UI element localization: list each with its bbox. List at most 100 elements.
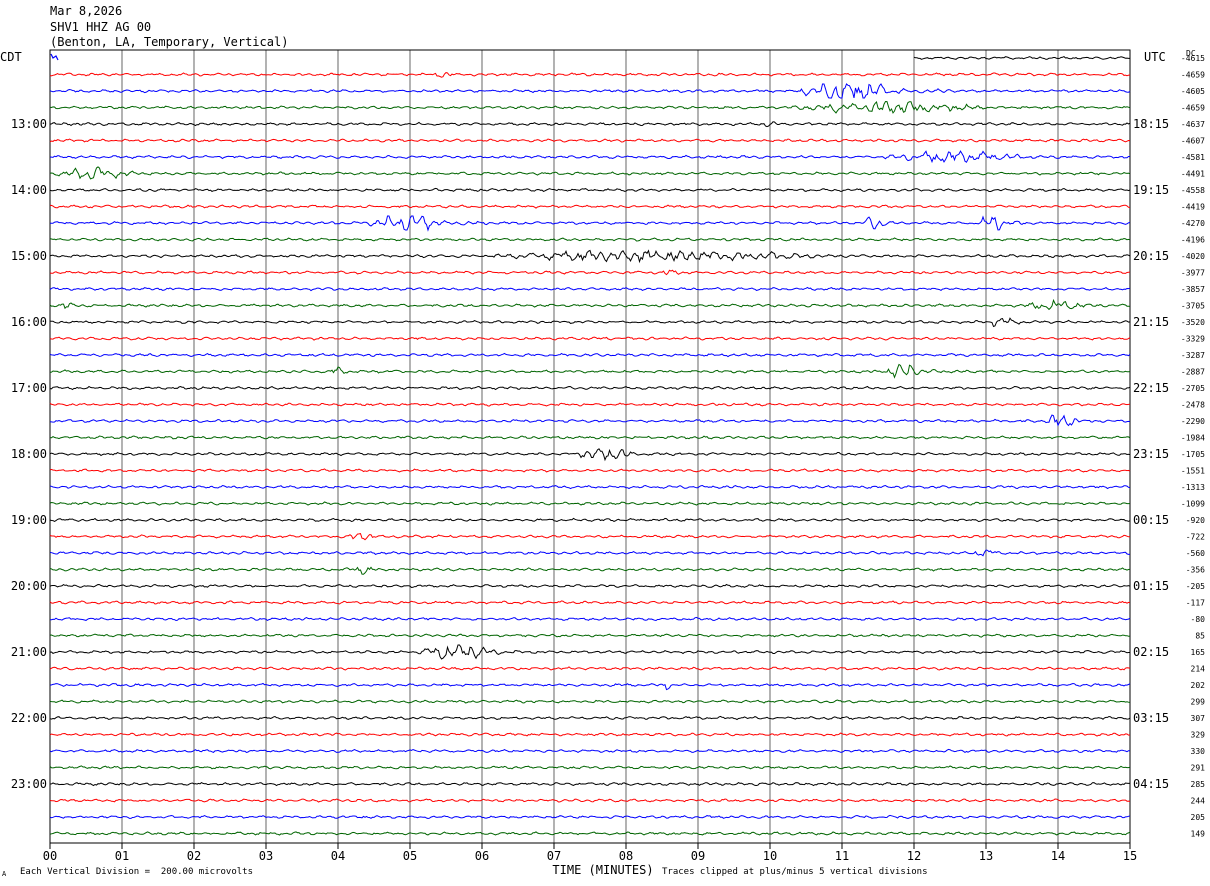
dc-offset-label: 85 <box>1195 632 1205 641</box>
seismic-trace <box>49 414 1131 427</box>
dc-offset-label: -4615 <box>1181 54 1205 63</box>
left-hour-label: 22:00 <box>11 711 47 725</box>
left-hour-label: 13:00 <box>11 117 47 131</box>
right-hour-label: 18:15 <box>1133 117 1169 131</box>
dc-offset-label: -2705 <box>1181 384 1205 393</box>
right-hour-label: 23:15 <box>1133 447 1169 461</box>
seismic-trace <box>49 286 1131 292</box>
seismic-trace <box>49 336 1131 341</box>
dc-offset-label: -2478 <box>1181 401 1205 410</box>
right-hour-label: 19:15 <box>1133 183 1169 197</box>
dc-offset-label: -3857 <box>1181 285 1205 294</box>
scale-note: Each Vertical Division = 200.00 microvol… <box>20 867 253 877</box>
seismic-trace <box>49 100 1131 114</box>
right-timezone-label: UTC <box>1144 50 1166 64</box>
seismic-trace <box>49 166 1131 180</box>
seismic-trace <box>49 682 1131 691</box>
dc-offset-label: -1313 <box>1181 483 1205 492</box>
right-hour-label: 01:15 <box>1133 579 1169 593</box>
right-hour-label: 04:15 <box>1133 777 1169 791</box>
dc-offset-label: -4020 <box>1181 252 1205 261</box>
seismic-trace <box>49 150 1130 164</box>
dc-offset-label: -722 <box>1186 533 1205 542</box>
seismic-trace <box>49 204 1131 209</box>
dc-offset-label: 291 <box>1191 764 1206 773</box>
right-hour-label: 22:15 <box>1133 381 1169 395</box>
left-hour-label: 15:00 <box>11 249 47 263</box>
x-tick-label: 09 <box>691 849 705 863</box>
left-hour-label: 20:00 <box>11 579 47 593</box>
seismic-trace <box>49 798 1131 803</box>
dc-offset-label: 330 <box>1191 747 1206 756</box>
seismic-trace <box>49 138 1131 143</box>
seismic-trace <box>49 517 1131 523</box>
seismic-trace <box>49 187 1131 193</box>
seismic-trace <box>49 549 1131 557</box>
x-tick-label: 07 <box>547 849 561 863</box>
seismic-trace <box>49 600 1131 605</box>
plot-frame <box>49 49 1131 844</box>
left-hour-label: 19:00 <box>11 513 47 527</box>
seismic-trace <box>49 83 1131 99</box>
left-hour-label: 16:00 <box>11 315 47 329</box>
dc-offset-label: -4637 <box>1181 120 1205 129</box>
seismic-trace <box>49 468 1131 473</box>
x-tick-label: 05 <box>403 849 417 863</box>
dc-offset-label: -1705 <box>1181 450 1205 459</box>
axis-labels: 00 01 02 03 04 05 06 07 08 09 10 11 12 13 14 15 TIME (MI… <box>0 49 1205 877</box>
dc-offset-label: -4607 <box>1181 137 1205 146</box>
x-tick-label: 08 <box>619 849 633 863</box>
right-hour-label: 03:15 <box>1133 711 1169 725</box>
clip-note: Traces clipped at plus/minus 5 vertical … <box>662 867 928 877</box>
dc-offset-label: -3977 <box>1181 269 1205 278</box>
seismic-trace <box>49 765 1131 770</box>
left-hour-label: 14:00 <box>11 183 47 197</box>
seismic-trace <box>49 215 1131 232</box>
seismic-trace <box>49 715 1131 721</box>
dc-offset-label: 214 <box>1191 665 1206 674</box>
seismic-trace <box>49 484 1131 490</box>
scale-marker: A <box>2 870 7 878</box>
seismic-trace <box>49 501 1130 506</box>
right-hour-label: 00:15 <box>1133 513 1169 527</box>
seismic-trace <box>49 435 1131 440</box>
dc-offset-label: -1984 <box>1181 434 1205 443</box>
station-code: SHV1 HHZ AG 00 <box>50 20 152 34</box>
seismic-trace <box>49 814 1131 820</box>
seismic-trace <box>49 633 1131 638</box>
dc-offset-label: -4270 <box>1181 219 1205 228</box>
dc-offset-label: 299 <box>1191 698 1206 707</box>
x-tick-label: 10 <box>763 849 777 863</box>
seismic-trace <box>49 402 1131 407</box>
right-hour-label: 20:15 <box>1133 249 1169 263</box>
seismic-trace <box>49 566 1131 575</box>
grid <box>49 49 1131 849</box>
seismic-trace <box>49 748 1131 754</box>
left-hour-label: 18:00 <box>11 447 47 461</box>
dc-offset-label: -3329 <box>1181 335 1205 344</box>
seismic-trace <box>49 699 1131 704</box>
seismic-trace <box>49 666 1131 671</box>
seismic-trace <box>50 616 1131 622</box>
x-tick-label: 02 <box>187 849 201 863</box>
seismic-trace <box>49 317 1131 328</box>
seismic-trace <box>49 533 1131 541</box>
seismic-trace <box>49 583 1131 589</box>
dc-offset-label: -2290 <box>1181 417 1205 426</box>
dc-offset-label: 165 <box>1191 648 1206 657</box>
dc-label: DC <box>1186 49 1196 58</box>
dc-offset-label: -356 <box>1186 566 1205 575</box>
left-timezone-label: CDT <box>0 50 22 64</box>
left-hour-label: 17:00 <box>11 381 47 395</box>
dc-offset-label: -920 <box>1186 516 1205 525</box>
dc-offset-label: -4491 <box>1181 170 1205 179</box>
seismic-trace <box>49 831 1131 836</box>
dc-offset-label: -4659 <box>1181 71 1205 80</box>
dc-offset-label: -4558 <box>1181 186 1205 195</box>
seismic-trace <box>49 121 1131 128</box>
seismic-trace <box>49 237 1131 242</box>
dc-offset-label: -560 <box>1186 549 1205 558</box>
seismic-trace <box>49 385 1131 391</box>
dc-offset-label: -3520 <box>1181 318 1205 327</box>
dc-offset-label: -3287 <box>1181 351 1205 360</box>
